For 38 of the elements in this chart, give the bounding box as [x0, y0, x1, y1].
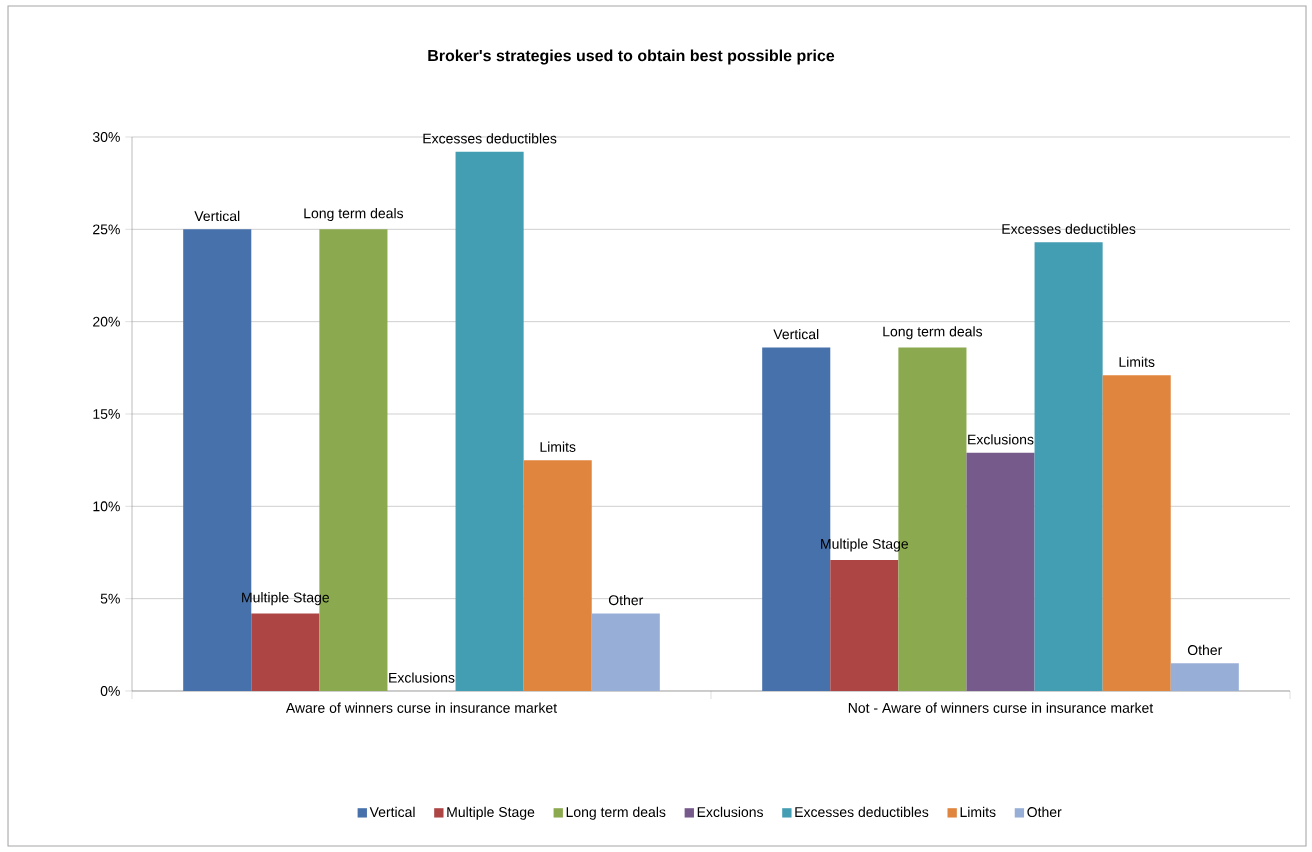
- bar: [591, 613, 660, 691]
- y-tick-label: 0%: [100, 686, 120, 696]
- data-label: Other: [608, 594, 644, 606]
- legend-label: Other: [1027, 806, 1062, 818]
- data-label: Excesses deductibles: [1002, 223, 1136, 234]
- chart-title: Broker's strategies used to obtain best possible price: [428, 49, 835, 65]
- x-tick-label: Not - Aware of winners curse in insurance market: [848, 702, 1154, 713]
- bar: [1034, 242, 1103, 691]
- data-label: Limits: [1119, 356, 1155, 367]
- data-label: Other: [1187, 644, 1223, 656]
- y-tick-label: 20%: [93, 316, 120, 327]
- bar: [830, 559, 899, 691]
- data-label: Exclusions: [968, 434, 1034, 445]
- legend-label: Excesses deductibles: [795, 806, 929, 818]
- legend-label: Long term deals: [566, 806, 666, 820]
- data-label: Long term deals: [883, 326, 983, 340]
- legend-label: Exclusions: [697, 806, 764, 818]
- y-tick-label: 25%: [93, 224, 120, 235]
- data-label: Vertical: [194, 210, 240, 222]
- data-label: Exclusions: [389, 672, 455, 683]
- bar: [455, 151, 524, 691]
- y-tick-label: 15%: [93, 409, 120, 419]
- data-label: Vertical: [773, 328, 819, 340]
- data-label: Excesses deductibles: [423, 133, 557, 144]
- legend-label: Limits: [960, 806, 996, 818]
- legend-label: Multiple Stage: [447, 806, 535, 820]
- y-tick-label: 5%: [100, 593, 120, 604]
- x-tick-label: Aware of winners curse in insurance market: [285, 702, 557, 713]
- bar: [1102, 375, 1171, 691]
- legend-label: Vertical: [369, 806, 415, 818]
- bar: [1170, 663, 1239, 691]
- bar: [523, 460, 592, 691]
- y-tick-label: 10%: [93, 501, 120, 512]
- bar: [251, 613, 320, 691]
- data-label: Long term deals: [304, 208, 404, 222]
- data-label: Limits: [540, 441, 576, 452]
- bar: [966, 452, 1035, 691]
- y-tick-label: 30%: [92, 132, 120, 142]
